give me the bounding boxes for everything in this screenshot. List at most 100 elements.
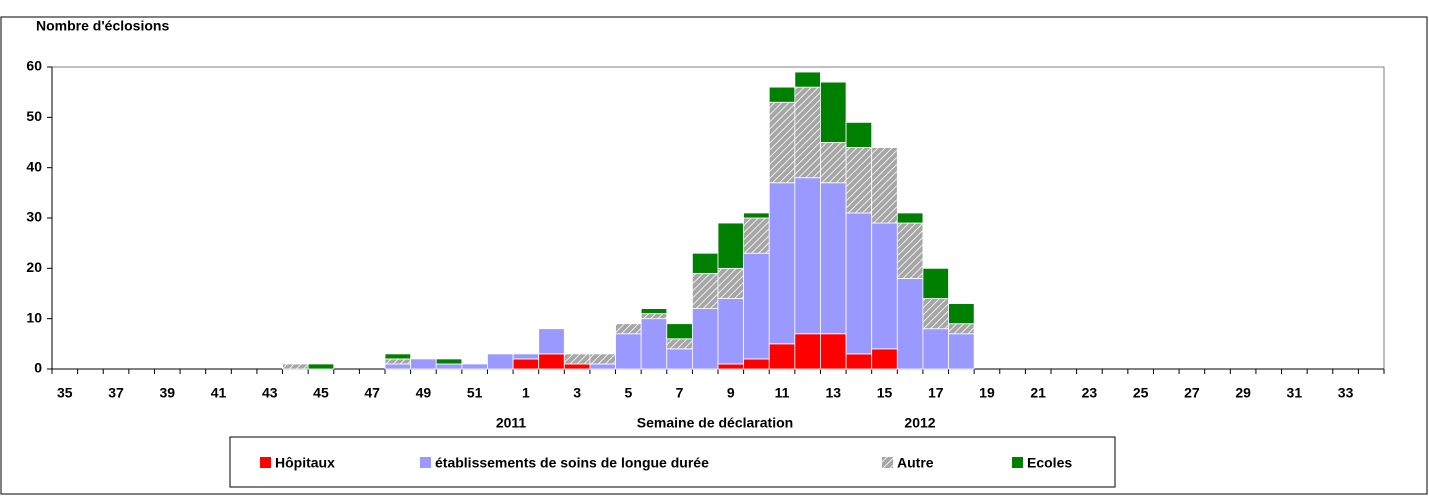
bar-segment [768,101,796,184]
legend-swatch [1012,457,1023,468]
legend-label: Hôpitaux [275,455,335,471]
bar-segment [589,353,616,365]
bar-segment [435,363,463,370]
y-tick-label: 40 [26,158,42,174]
bar-segment [845,353,873,370]
legend-label: Ecoles [1027,455,1072,471]
bar-segment [384,353,412,360]
y-tick-label: 20 [26,259,42,275]
x-tick-label: 23 [1082,385,1098,401]
bar-segment [410,358,437,370]
x-tick-label: 35 [57,385,73,401]
y-tick-label: 30 [26,209,42,225]
bar-segment [871,147,898,224]
bar-segment [820,142,847,184]
bar-segment [666,348,693,370]
bar-segment [717,298,745,365]
bar-segment [691,272,719,310]
bar-segment [717,267,745,299]
bar-segment [691,252,719,274]
bar-segment [871,222,898,350]
legend-label: établissements de soins de longue durée [435,455,709,471]
x-tick-label: 3 [573,385,581,401]
bar-segment [743,358,770,370]
x-tick-label: 19 [979,385,995,401]
x-tick-label: 47 [364,385,380,401]
bar-segment [666,323,693,340]
x-tick-label: 49 [416,385,432,401]
annotation: 2011 [496,415,527,431]
bar-segment [794,86,821,179]
x-tick-label: 41 [211,385,227,401]
x-tick-label: 7 [676,385,684,401]
x-tick-label: 45 [313,385,329,401]
bar-segment [922,298,949,330]
x-tick-label: 9 [727,385,735,401]
bar-segment [820,182,847,335]
x-tick-label: 21 [1030,385,1046,401]
bar-segment [794,177,821,335]
bar-segment [691,308,719,370]
x-tick-label: 51 [467,385,483,401]
bar-segment [435,358,463,365]
bar-segment [384,358,412,365]
bar-segment [896,212,924,224]
bar-segment [820,81,847,143]
bar-segment [922,267,949,299]
bar-segment [512,358,540,370]
bar-segment [307,363,335,370]
bar-segment [768,343,796,370]
bar-segment [461,363,488,370]
bar-segment [384,363,412,370]
x-axis-title: Semaine de déclaration [637,415,793,431]
bar-segment [845,147,873,214]
y-tick-label: 10 [26,309,42,325]
bar-segment [845,121,873,148]
bar-segment [563,363,591,370]
bar-segment [666,338,693,350]
x-tick-label: 31 [1287,385,1303,401]
bar-segment [743,217,770,254]
y-tick-label: 0 [34,360,42,376]
bar-segment [820,333,847,370]
bar-segment [896,277,924,370]
bar-segment [845,212,873,355]
bar-segment [948,323,975,335]
x-tick-label: 11 [775,385,790,401]
bar-segment [871,348,898,370]
bar-segment [282,363,309,370]
bar-segment [717,222,745,269]
bar-segment [538,328,565,355]
bar-segment [640,313,668,320]
legend-swatch [882,457,893,468]
bar-segment [922,328,949,370]
bar-segment [948,303,975,325]
bar-segment [538,353,565,370]
x-tick-label: 25 [1133,385,1149,401]
bar-segment [794,333,821,370]
x-tick-label: 27 [1184,385,1200,401]
y-tick-label: 60 [26,58,42,74]
bar-segment [563,353,591,365]
annotation: 2012 [904,415,935,431]
bar-segment [743,252,770,360]
y-tick-label: 50 [26,108,42,124]
bar-segment [640,308,668,315]
bar-segment [589,363,616,370]
bar-segment [487,353,514,370]
bar-segment [743,212,770,219]
bar-segment [948,333,975,370]
bar-segment [512,353,540,360]
x-tick-label: 37 [108,385,124,401]
x-tick-label: 5 [624,385,632,401]
x-tick-label: 1 [522,385,530,401]
x-tick-label: 43 [262,385,278,401]
y-axis-title: Nombre d'éclosions [36,18,169,34]
legend-swatch [420,457,431,468]
x-tick-label: 39 [159,385,175,401]
bar-segment [768,86,796,103]
bar-segment [615,333,642,370]
bar-segment [717,363,745,370]
